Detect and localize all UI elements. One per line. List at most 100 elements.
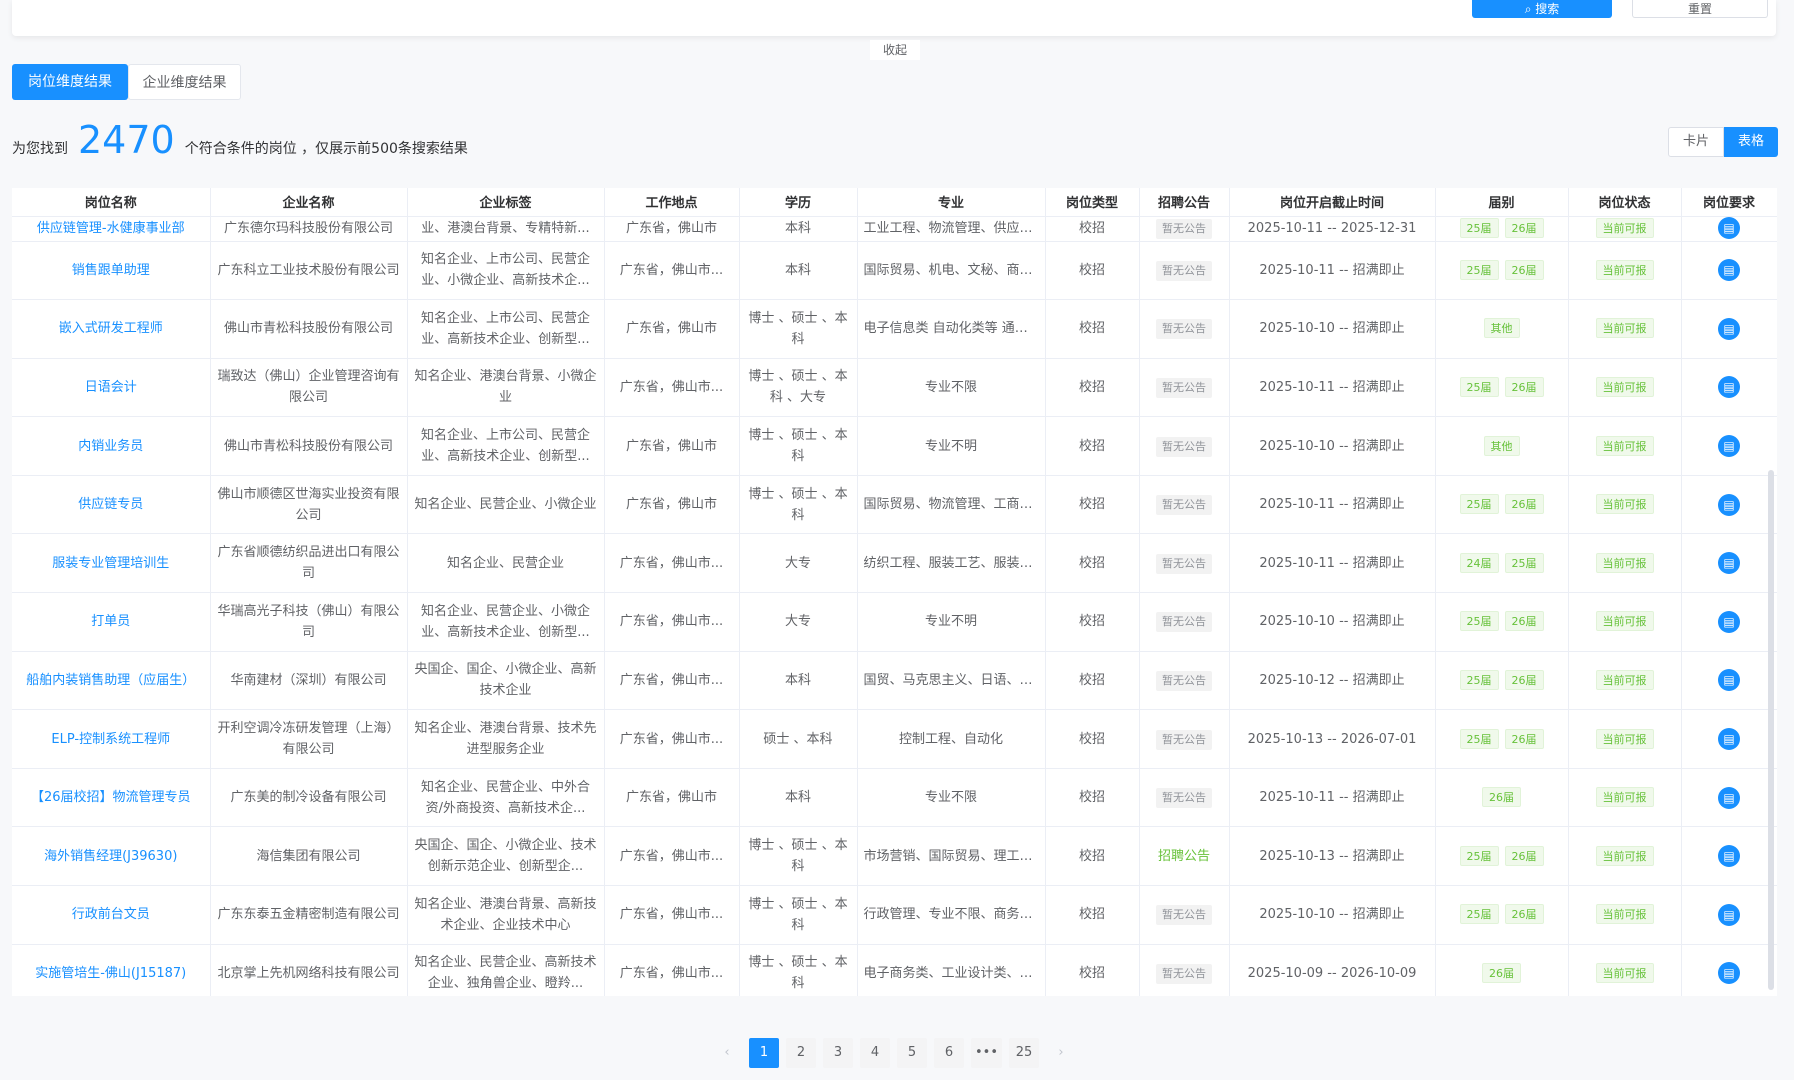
- requirement-cell: ▤: [1681, 416, 1777, 476]
- notice-cell: 暂无公告: [1139, 592, 1230, 652]
- company-tags: 知名企业、民营企业、小微企业、高新技术企业、创新型...: [407, 592, 605, 652]
- cohort-badge: 其他: [1483, 435, 1520, 456]
- document-icon[interactable]: ▤: [1718, 216, 1740, 239]
- position-name-link[interactable]: 【26届校招】物流管理专员: [12, 768, 211, 828]
- notice-cell: 暂无公告: [1139, 768, 1230, 828]
- prev-page-button[interactable]: ‹: [724, 1045, 730, 1060]
- notice-cell: 暂无公告: [1139, 651, 1230, 711]
- page-5[interactable]: 5: [897, 1038, 927, 1068]
- tab-company-results[interactable]: 企业维度结果: [128, 64, 241, 100]
- summary-suffix: 个符合条件的岗位 ，仅展示前500条搜索结果: [184, 141, 468, 157]
- document-icon[interactable]: ▤: [1718, 493, 1740, 516]
- open-period: 2025-10-11 -- 招满即止: [1229, 241, 1436, 301]
- document-icon[interactable]: ▤: [1718, 435, 1740, 458]
- position-type: 校招: [1045, 826, 1140, 887]
- cohort-cell: 26届: [1435, 768, 1569, 828]
- pagination-ellipsis[interactable]: •••: [971, 1038, 1003, 1068]
- document-icon[interactable]: ▤: [1718, 259, 1740, 282]
- page-6[interactable]: 6: [934, 1038, 964, 1068]
- status-badge: 当前可报: [1595, 435, 1654, 456]
- status-cell: 当前可报: [1568, 475, 1682, 535]
- position-name-link[interactable]: 销售跟单助理: [12, 241, 211, 301]
- table-row: 日语会计 瑞致达（佛山）企业管理咨询有限公司 知名企业、港澳台背景、小微企业 广东省，…: [12, 358, 1777, 418]
- notice-badge: 暂无公告: [1156, 260, 1212, 281]
- pagination: ‹ 1 2 3 4 5 6 ••• 25 ›: [712, 1038, 1076, 1070]
- position-name-link[interactable]: 打单员: [12, 592, 211, 652]
- major: 市场营销、国际贸易、理工类、外...: [857, 826, 1046, 887]
- document-icon[interactable]: ▤: [1718, 610, 1740, 633]
- company-tags: 知名企业、港澳台背景、技术先进型服务企业: [407, 709, 605, 769]
- position-name-link[interactable]: 海外销售经理(J39630): [12, 826, 211, 887]
- company-name: 北京掌上先机网络科技有限公司: [210, 944, 408, 996]
- document-icon[interactable]: ▤: [1718, 728, 1740, 751]
- education: 本科: [739, 216, 858, 242]
- position-name-link[interactable]: 行政前台文员: [12, 885, 211, 945]
- company-name: 华南建材（深圳）有限公司: [210, 651, 408, 711]
- position-name-link[interactable]: 嵌入式研发工程师: [12, 299, 211, 359]
- reset-button[interactable]: 重置: [1632, 0, 1768, 18]
- document-icon[interactable]: ▤: [1718, 845, 1740, 868]
- cohort-badge: 25届: [1459, 611, 1499, 632]
- page-25[interactable]: 25: [1009, 1038, 1040, 1068]
- position-name-link[interactable]: 供应链专员: [12, 475, 211, 535]
- cohort-cell: 26届: [1435, 944, 1569, 996]
- view-card-button[interactable]: 卡片: [1668, 127, 1724, 157]
- page-1[interactable]: 1: [749, 1038, 779, 1068]
- table-row: 船舶内装销售助理（应届生） 华南建材（深圳）有限公司 央国企、国企、小微企业、高新技…: [12, 651, 1777, 711]
- cohort-badge: 25届: [1459, 376, 1499, 397]
- document-icon[interactable]: ▤: [1718, 962, 1740, 985]
- position-name-link[interactable]: 供应链管理-水健康事业部: [12, 216, 211, 242]
- table-scrollbar[interactable]: [1768, 470, 1774, 990]
- search-button[interactable]: ⌕ 搜索: [1472, 0, 1612, 18]
- position-name-link[interactable]: 日语会计: [12, 358, 211, 418]
- requirement-cell: ▤: [1681, 826, 1777, 887]
- view-table-button[interactable]: 表格: [1724, 127, 1778, 157]
- page-4[interactable]: 4: [860, 1038, 890, 1068]
- page-3[interactable]: 3: [823, 1038, 853, 1068]
- page-2[interactable]: 2: [786, 1038, 816, 1068]
- position-name-link[interactable]: 实施管培生-佛山(J15187): [12, 944, 211, 996]
- table-row: 【26届校招】物流管理专员 广东美的制冷设备有限公司 知名企业、民营企业、中外合资/…: [12, 768, 1777, 828]
- status-cell: 当前可报: [1568, 826, 1682, 887]
- notice-cell: 暂无公告: [1139, 709, 1230, 769]
- next-page-button[interactable]: ›: [1058, 1045, 1064, 1060]
- table-row: 打单员 华瑞高光子科技（佛山）有限公司 知名企业、民营企业、小微企业、高新技术企业、…: [12, 592, 1777, 652]
- education: 大专: [739, 533, 858, 594]
- document-icon[interactable]: ▤: [1718, 317, 1740, 340]
- document-icon[interactable]: ▤: [1718, 376, 1740, 399]
- collapse-toggle[interactable]: 收起: [870, 40, 920, 60]
- company-name: 广东省顺德纺织品进出口有限公司: [210, 533, 408, 594]
- position-type: 校招: [1045, 216, 1140, 242]
- position-name-link[interactable]: 船舶内装销售助理（应届生）: [12, 651, 211, 711]
- document-icon[interactable]: ▤: [1718, 669, 1740, 692]
- work-location: 广东省，佛山市...: [604, 592, 740, 652]
- position-name-link[interactable]: ELP-控制系统工程师: [12, 709, 211, 769]
- open-period: 2025-10-11 -- 招满即止: [1229, 768, 1436, 828]
- notice-badge: 暂无公告: [1156, 729, 1212, 750]
- notice-link[interactable]: 招聘公告: [1157, 848, 1210, 864]
- position-name-link[interactable]: 内销业务员: [12, 416, 211, 476]
- major: 国际贸易、机电、文秘、商务英语...: [857, 241, 1046, 301]
- document-icon[interactable]: ▤: [1718, 903, 1740, 926]
- requirement-cell: ▤: [1681, 592, 1777, 652]
- column-header: 招聘公告: [1139, 188, 1230, 217]
- column-header: 岗位类型: [1045, 188, 1140, 217]
- major: 专业不明: [857, 416, 1046, 476]
- position-name-link[interactable]: 服装专业管理培训生: [12, 533, 211, 594]
- open-period: 2025-10-10 -- 招满即止: [1229, 416, 1436, 476]
- requirement-cell: ▤: [1681, 651, 1777, 711]
- result-count: 2470: [78, 118, 175, 162]
- table-row: 供应链专员 佛山市顺德区世海实业投资有限公司 知名企业、民营企业、小微企业 广东省，佛…: [12, 475, 1777, 535]
- search-icon: ⌕: [1524, 2, 1536, 16]
- tab-position-results[interactable]: 岗位维度结果: [12, 64, 128, 100]
- column-header: 岗位名称: [12, 188, 211, 217]
- status-cell: 当前可报: [1568, 299, 1682, 359]
- cohort-badge: 25届: [1459, 259, 1499, 280]
- position-type: 校招: [1045, 768, 1140, 828]
- company-tags: 央国企、国企、小微企业、技术创新示范企业、创新型企...: [407, 826, 605, 887]
- position-type: 校招: [1045, 241, 1140, 301]
- document-icon[interactable]: ▤: [1718, 786, 1740, 809]
- notice-badge: 暂无公告: [1156, 495, 1212, 516]
- education: 博士 、硕士 、本科: [739, 416, 858, 476]
- document-icon[interactable]: ▤: [1718, 552, 1740, 575]
